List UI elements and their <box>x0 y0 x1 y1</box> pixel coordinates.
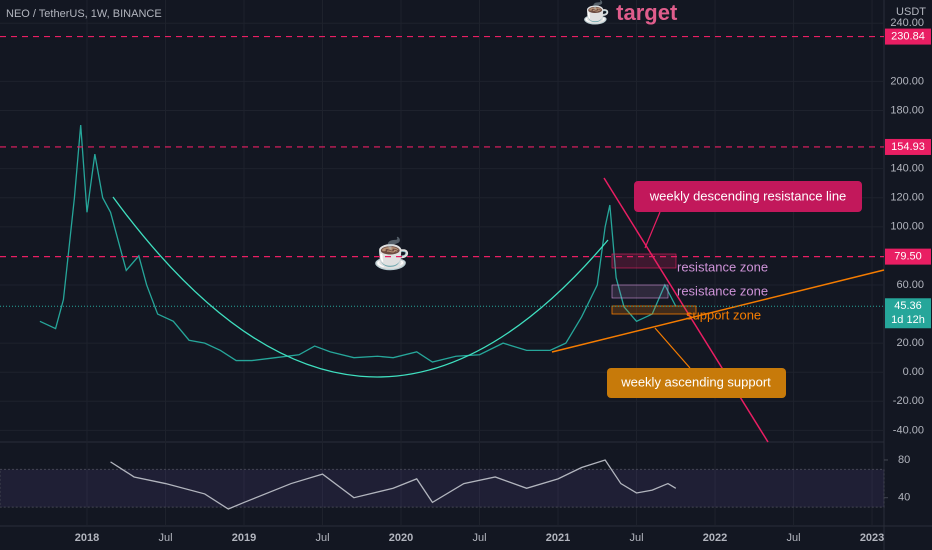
symbol: NEO / TetherUS, 1W, BINANCE <box>6 8 162 20</box>
y-tick-label: -20.00 <box>893 395 924 407</box>
last-price-bg <box>885 298 931 329</box>
currency: USDT <box>896 6 926 18</box>
level-label-bg <box>885 248 931 265</box>
price-line <box>39 124 677 363</box>
icon: ☕ <box>373 235 410 271</box>
cup-curve <box>112 196 609 378</box>
x-tick-label: 2018 <box>75 532 99 544</box>
x-tick-label: Jul <box>315 532 329 544</box>
annotation: resistance zone <box>677 283 768 298</box>
countdown: 1d 12h <box>891 314 925 326</box>
level-label: 79.50 <box>894 251 922 263</box>
annotation: resistance zone <box>677 259 768 274</box>
y-tick-label: 60.00 <box>896 279 924 291</box>
callout-pointer <box>644 211 661 249</box>
resistance-zone <box>611 284 669 299</box>
support-zone <box>611 305 697 315</box>
x-tick-label: Jul <box>630 532 644 544</box>
y-tick-label: 80 <box>898 454 910 466</box>
level-label: 154.93 <box>891 141 925 153</box>
y-tick-label: 180.00 <box>890 104 924 116</box>
x-tick-label: 2022 <box>703 532 727 544</box>
headline: ☕ target <box>583 0 678 25</box>
x-tick-label: 2021 <box>546 532 570 544</box>
level-label-bg <box>885 138 931 155</box>
level-label: 230.84 <box>891 30 925 42</box>
y-tick-label: 240.00 <box>890 17 924 29</box>
x-tick-label: Jul <box>158 532 172 544</box>
rsi-band <box>0 468 885 508</box>
x-tick-label: Jul <box>472 532 486 544</box>
callout-pointer <box>654 327 691 369</box>
callout-box <box>607 368 786 398</box>
x-tick-label: Jul <box>787 532 801 544</box>
resistance-zone <box>611 253 677 269</box>
price-line <box>110 459 677 510</box>
y-tick-label: 120.00 <box>890 192 924 204</box>
y-tick-label: 140.00 <box>890 163 924 175</box>
y-tick-label: 100.00 <box>890 221 924 233</box>
y-tick-label: 20.00 <box>896 337 924 349</box>
annotation: weekly descending resistance line <box>649 188 847 203</box>
last-price: 45.36 <box>894 300 922 312</box>
ascending-line <box>551 269 885 353</box>
y-tick-label: 200.00 <box>890 75 924 87</box>
x-tick-label: 2020 <box>389 532 413 544</box>
level-label-bg <box>885 28 931 45</box>
x-tick-label: 2023 <box>860 532 884 544</box>
y-tick-label: -40.00 <box>893 424 924 436</box>
y-tick-label: 0.00 <box>903 366 924 378</box>
annotation: weekly ascending support <box>620 374 771 389</box>
x-tick-label: 2019 <box>232 532 256 544</box>
callout-box <box>634 181 862 212</box>
annotation: support zone <box>686 307 761 322</box>
y-tick-label: 40 <box>898 492 910 504</box>
